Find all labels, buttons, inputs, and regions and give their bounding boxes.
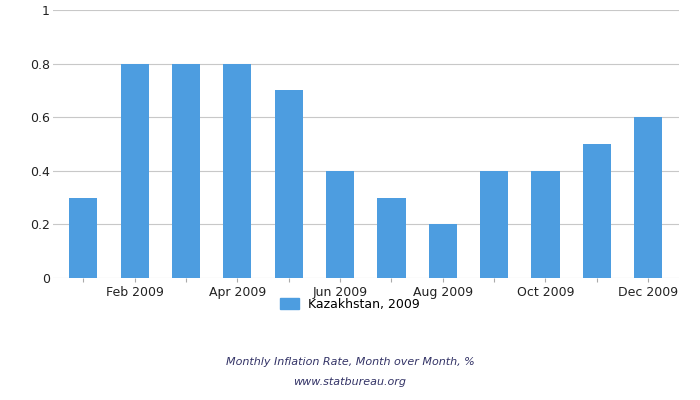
Bar [377, 198, 405, 278]
Bar [326, 171, 354, 278]
Bar [274, 90, 303, 278]
Bar [428, 224, 457, 278]
Bar [582, 144, 611, 278]
Bar [223, 64, 251, 278]
Legend: Kazakhstan, 2009: Kazakhstan, 2009 [274, 293, 426, 316]
Bar [531, 171, 559, 278]
Bar [634, 117, 662, 278]
Text: Monthly Inflation Rate, Month over Month, %: Monthly Inflation Rate, Month over Month… [225, 357, 475, 367]
Bar [172, 64, 200, 278]
Text: www.statbureau.org: www.statbureau.org [293, 377, 407, 387]
Bar [69, 198, 97, 278]
Bar [120, 64, 149, 278]
Bar [480, 171, 508, 278]
